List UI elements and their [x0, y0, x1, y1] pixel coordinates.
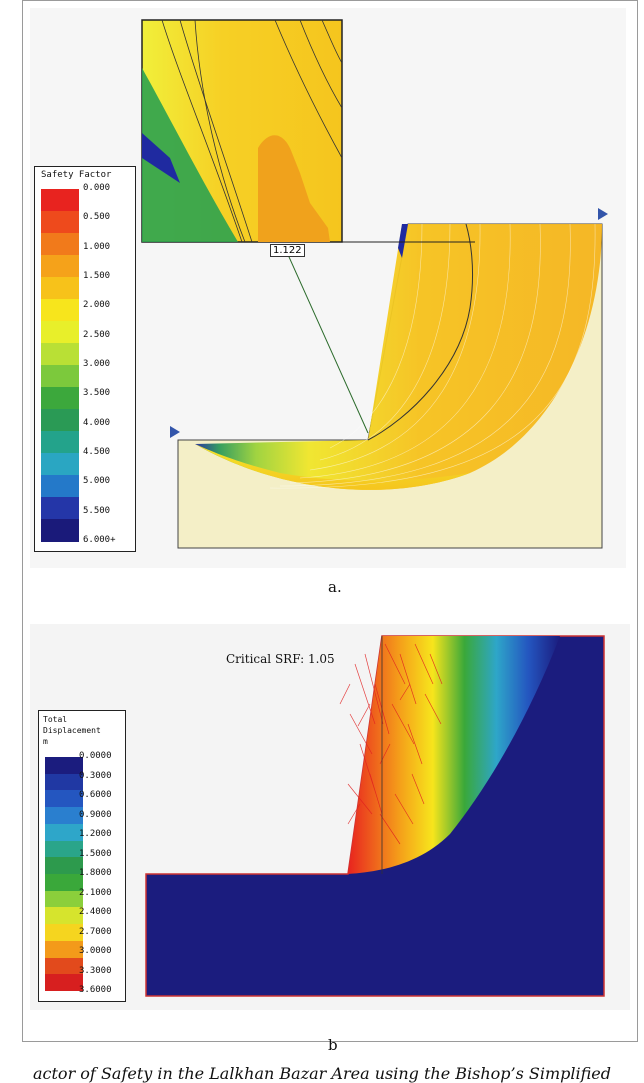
- panel-b-drawing: [145, 635, 605, 997]
- legend-value: 0.500: [83, 212, 111, 223]
- legend-swatch: [41, 519, 79, 542]
- panel-a-safety-factor: 1.122 Safety Factor 0.000 0.500 1.000 1.500…: [30, 8, 626, 568]
- legend-swatch: [45, 924, 83, 942]
- legend-swatch: [45, 857, 83, 875]
- panel-a-label: a.: [328, 578, 342, 596]
- legend-value: 4.000: [83, 417, 111, 428]
- legend-value: 1.8000: [79, 868, 112, 878]
- legend-value: 3.500: [83, 388, 111, 399]
- legend-swatch: [45, 790, 83, 808]
- legend-swatch: [41, 431, 79, 454]
- legend-value: 0.000: [83, 183, 111, 193]
- displacement-legend: Total Displacement m 0.0000 0.3000 0.6000 0…: [38, 710, 126, 1002]
- zoom-green-zone: [142, 20, 238, 242]
- displacement-zone: [348, 636, 560, 874]
- legend-swatch: [45, 940, 83, 959]
- legend-swatch: [45, 874, 83, 892]
- legend-swatch: [41, 453, 79, 476]
- slip-surface-fan: [195, 224, 602, 490]
- legend-swatch: [41, 321, 79, 344]
- legend-title: Total Displacement m: [43, 715, 101, 746]
- legend-value: 3.0000: [79, 946, 112, 956]
- legend-swatch: [41, 233, 79, 256]
- zoom-orange-zone: [258, 135, 330, 242]
- zoom-contour-lines: [161, 19, 343, 243]
- legend-value: 6.000+: [83, 535, 116, 545]
- legend-swatch: [41, 211, 79, 234]
- legend-swatch: [41, 277, 79, 300]
- legend-value: 2.1000: [79, 887, 112, 898]
- legend-value: 1.5000: [79, 848, 112, 859]
- panel-b-label: b: [328, 1036, 338, 1054]
- legend-value: 0.6000: [79, 790, 112, 800]
- legend-value: 1.500: [83, 271, 111, 281]
- legend-value: 0.9000: [79, 809, 112, 820]
- legend-value: 3.6000: [79, 985, 112, 995]
- legend-value: 1.000: [83, 241, 111, 252]
- legend-value: 5.500: [83, 505, 111, 516]
- critical-slip-surface: [367, 223, 474, 441]
- legend-swatch: [45, 907, 83, 925]
- crest-blue-zone: [398, 224, 408, 258]
- critical-fs-label: 1.122: [270, 244, 305, 257]
- legend-swatch: [41, 409, 79, 432]
- legend-swatch: [45, 974, 83, 992]
- legend-value: 3.3000: [79, 965, 112, 976]
- legend-swatch: [41, 387, 79, 410]
- legend-swatch: [41, 299, 79, 322]
- zoom-blue-zone: [142, 133, 180, 183]
- legend-value: 5.000: [83, 476, 111, 487]
- legend-value: 0.0000: [79, 751, 112, 761]
- legend-value: 2.000: [83, 300, 111, 311]
- legend-value: 2.7000: [79, 926, 112, 937]
- legend-value: 3.000: [83, 359, 111, 369]
- toe-fan: [195, 444, 470, 490]
- legend-swatch: [41, 365, 79, 388]
- displacement-vectors: [339, 643, 443, 845]
- legend-value: 4.500: [83, 447, 111, 457]
- slip-circle-lines: [269, 223, 596, 489]
- figure-caption: actor of Safety in the Lalkhan Bazar Are…: [33, 1064, 611, 1083]
- legend-value: 1.2000: [79, 829, 112, 839]
- legend-swatch: [41, 189, 79, 212]
- safety-factor-legend: Safety Factor 0.000 0.500 1.000 1.500 2.000 2…: [34, 166, 136, 552]
- legend-swatch: [45, 807, 83, 825]
- legend-value: 0.3000: [79, 770, 112, 781]
- boundary-supports: [145, 636, 605, 997]
- legend-swatch: [45, 840, 83, 858]
- toe-marker: [170, 426, 180, 438]
- legend-swatch: [41, 343, 79, 366]
- legend-title: Safety Factor: [41, 170, 112, 180]
- legend-swatch: [45, 890, 83, 908]
- legend-swatch: [45, 823, 83, 842]
- leader-line: [284, 247, 369, 434]
- critical-srf-label: Critical SRF: 1.05: [226, 652, 335, 666]
- legend-value: 2.500: [83, 329, 111, 340]
- legend-swatch: [41, 497, 79, 520]
- legend-value: 2.4000: [79, 907, 112, 917]
- crest-marker: [598, 208, 608, 220]
- legend-swatch: [45, 957, 83, 975]
- panel-b-displacement: Critical SRF: 1.05 Total Displacement m …: [30, 624, 630, 1010]
- legend-swatch: [45, 773, 83, 791]
- legend-swatch: [45, 757, 83, 775]
- legend-swatch: [41, 475, 79, 498]
- panel-a-drawing: [141, 19, 608, 549]
- legend-swatch: [41, 255, 79, 278]
